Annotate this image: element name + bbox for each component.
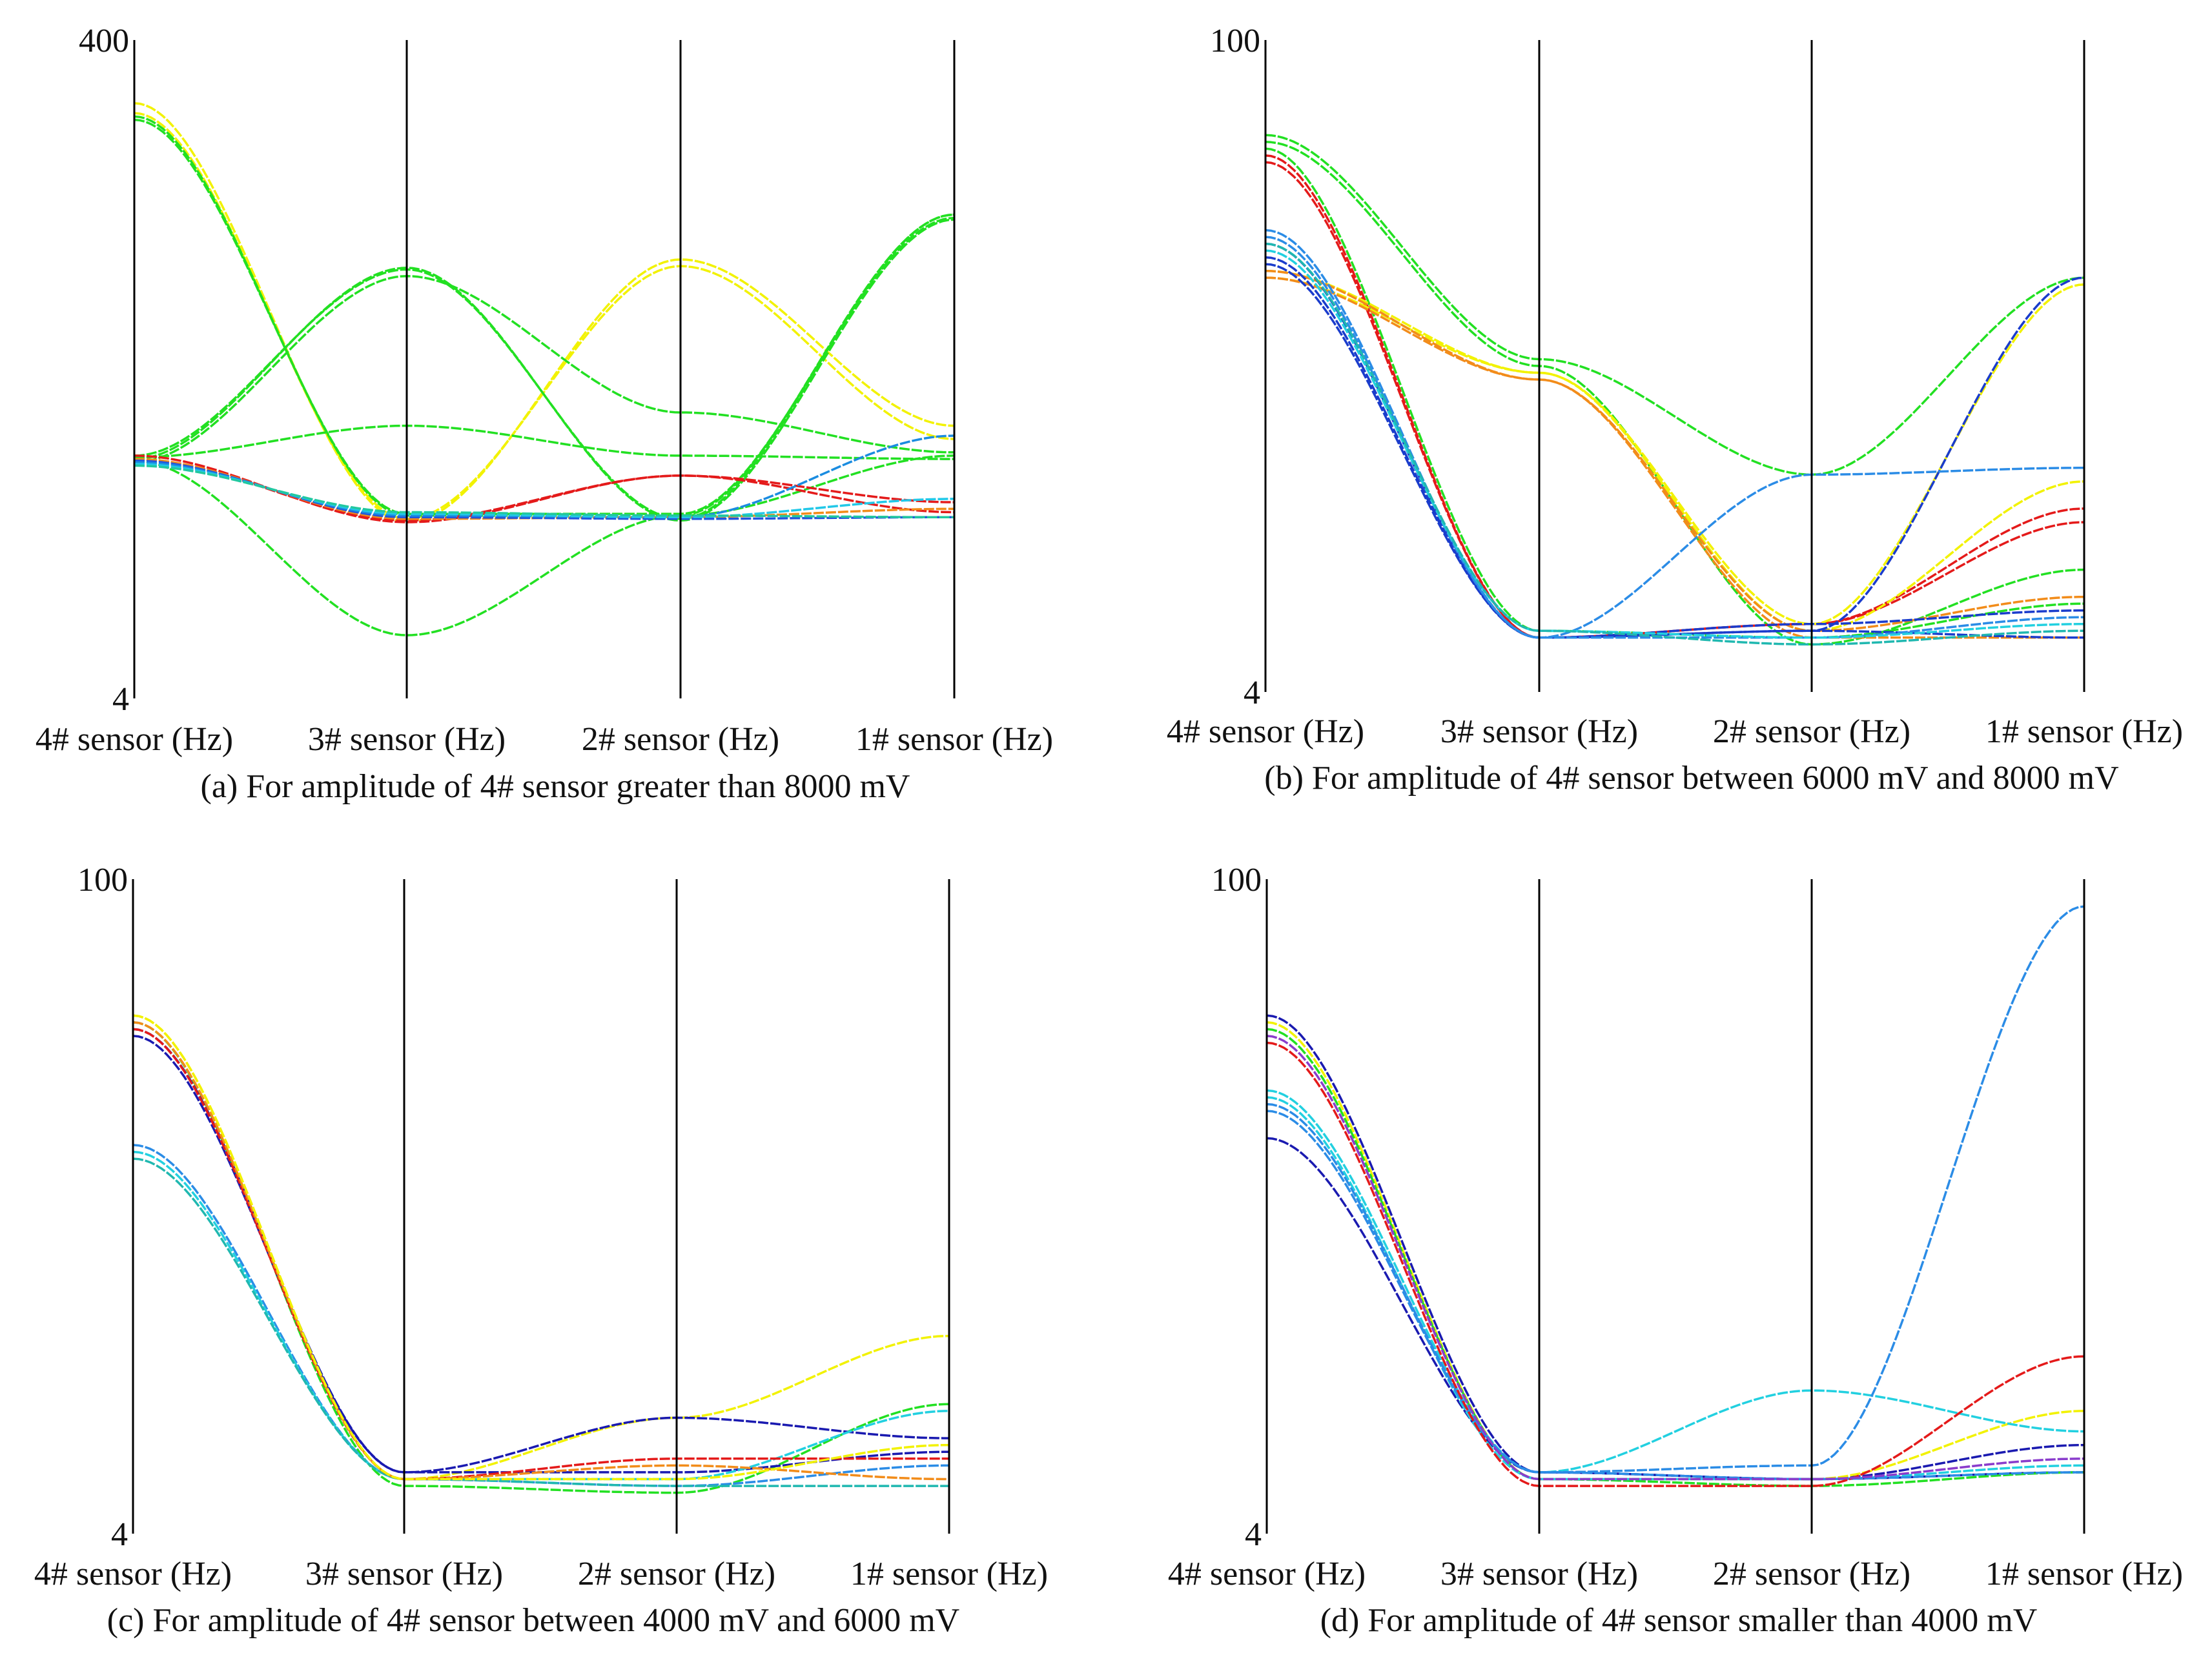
series-line-orange-1 <box>134 458 954 520</box>
axis-label-4: 1# sensor (Hz) <box>1985 713 2183 750</box>
series-line-teal-1 <box>132 1157 949 1487</box>
series-line-darkblue-2 <box>132 1035 949 1474</box>
series-group <box>132 1014 950 1494</box>
series-group <box>1265 134 2085 646</box>
axis-label-1: 4# sensor (Hz) <box>1167 713 1364 750</box>
series-line-blue-2 <box>1265 256 2084 639</box>
series-line-green-2 <box>134 118 955 515</box>
axis-label-2: 3# sensor (Hz) <box>1440 713 1638 750</box>
series-line-orange-1 <box>1265 269 2085 633</box>
axis-label-3: 2# sensor (Hz) <box>578 1556 775 1592</box>
axis-label-4: 1# sensor (Hz) <box>850 1556 1048 1592</box>
series-line-cyan-1 <box>1265 249 2084 639</box>
axis-label-3: 2# sensor (Hz) <box>582 721 779 758</box>
axis-label-3: 2# sensor (Hz) <box>1713 1556 1910 1592</box>
y-tick-max: 100 <box>77 862 128 899</box>
axis-label-3: 2# sensor (Hz) <box>1713 713 1910 750</box>
series-line-yellow-2 <box>132 1014 950 1481</box>
series-line-yellow-1 <box>1265 269 2085 625</box>
series-line-green-4 <box>134 213 955 520</box>
axis-label-2: 3# sensor (Hz) <box>308 721 506 758</box>
series-line-cyan-2 <box>1266 1096 2084 1481</box>
y-tick-max: 100 <box>1210 23 1260 59</box>
series-line-green-1 <box>1266 1028 2085 1487</box>
series-group <box>134 102 955 636</box>
series-line-orange-1 <box>132 1021 949 1481</box>
panel-a: 400 44# sensor (Hz) 3# sensor (Hz) 2# senso… <box>36 23 1053 805</box>
y-tick-max: 100 <box>1211 862 1262 899</box>
series-line-cyan-1 <box>1266 1089 2085 1474</box>
axis-label-4: 1# sensor (Hz) <box>855 721 1053 758</box>
axis-label-2: 3# sensor (Hz) <box>1440 1556 1638 1592</box>
series-line-lightblue-2 <box>1265 236 2084 639</box>
panel-d: 100 44# sensor (Hz) 3# sensor (Hz) 2# senso… <box>1168 862 2183 1639</box>
series-line-darkblue-1 <box>132 1028 949 1474</box>
series-line-green-3 <box>134 218 955 522</box>
y-tick-min: 4 <box>1244 675 1260 711</box>
series-line-green-1 <box>134 115 955 517</box>
series-line-green-3 <box>1265 147 2085 639</box>
axis-label-1: 4# sensor (Hz) <box>1168 1556 1366 1592</box>
series-line-yellow-1 <box>132 1014 950 1481</box>
panel-caption: (a) For amplitude of 4# sensor greater t… <box>201 768 910 805</box>
axis-label-2: 3# sensor (Hz) <box>305 1556 503 1592</box>
series-line-green-5 <box>134 275 955 463</box>
series-line-green-7 <box>134 454 955 636</box>
axis-label-1: 4# sensor (Hz) <box>36 721 233 758</box>
panel-caption: (c) For amplitude of 4# sensor between 4… <box>107 1602 959 1639</box>
series-line-darkblue-1 <box>1266 1014 2085 1481</box>
series-line-lightblue-2 <box>1266 1102 2085 1481</box>
series-line-teal-1 <box>1265 242 2084 646</box>
series-line-red-1 <box>1266 1041 2085 1487</box>
panel-caption: (d) For amplitude of 4# sensor smaller t… <box>1320 1602 2038 1639</box>
series-line-yellow-1 <box>134 102 955 523</box>
series-line-green-1 <box>1265 134 2085 476</box>
series-line-lightblue-1 <box>1265 228 2084 639</box>
series-line-cyan-1 <box>132 1150 950 1481</box>
series-line-red-1 <box>132 1028 949 1481</box>
series-line-green-1 <box>132 1021 950 1494</box>
panel-b: 100 44# sensor (Hz) 3# sensor (Hz) 2# senso… <box>1167 23 2183 797</box>
series-line-teal-1 <box>134 464 954 518</box>
panel-caption: (b) For amplitude of 4# sensor between 6… <box>1264 760 2118 797</box>
axis-label-4: 1# sensor (Hz) <box>1985 1556 2183 1592</box>
series-line-lightblue-1 <box>132 1144 949 1487</box>
series-line-orange-2 <box>1265 276 2084 639</box>
series-line-blue-2 <box>134 434 955 518</box>
series-group <box>1266 905 2085 1487</box>
series-line-yellow-2 <box>1265 276 2085 633</box>
series-line-purple-1 <box>1266 1035 2085 1481</box>
axis-label-1: 4# sensor (Hz) <box>34 1556 232 1592</box>
series-line-green-6 <box>134 424 954 460</box>
series-line-blue-1 <box>1265 242 2085 639</box>
series-line-lightblue-1 <box>1266 905 2085 1474</box>
panel-c: 100 44# sensor (Hz) 3# sensor (Hz) 2# senso… <box>34 862 1048 1639</box>
series-line-green-2 <box>1265 141 2085 646</box>
series-line-darkblue-2 <box>1266 1137 2085 1481</box>
y-tick-min: 4 <box>111 1516 128 1553</box>
y-tick-min: 4 <box>1245 1516 1262 1553</box>
y-tick-min: 4 <box>112 681 129 718</box>
y-tick-max: 400 <box>79 23 129 59</box>
